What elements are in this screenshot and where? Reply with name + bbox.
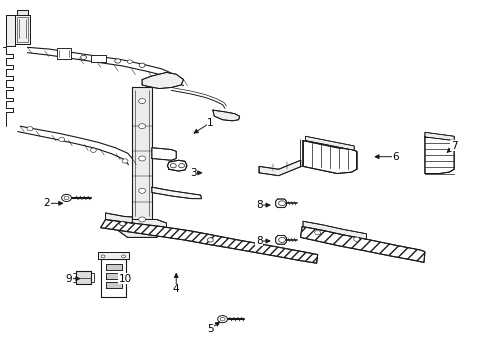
Polygon shape	[132, 87, 152, 230]
Circle shape	[353, 237, 359, 241]
Polygon shape	[259, 160, 300, 176]
Polygon shape	[118, 220, 166, 237]
Circle shape	[278, 201, 285, 206]
Circle shape	[81, 55, 86, 59]
Polygon shape	[152, 187, 201, 199]
Text: 8: 8	[255, 200, 262, 210]
Text: 1: 1	[206, 118, 213, 128]
Polygon shape	[76, 271, 91, 284]
Circle shape	[139, 63, 145, 67]
Text: 2: 2	[43, 198, 50, 208]
Polygon shape	[275, 235, 286, 244]
Circle shape	[122, 159, 128, 163]
Text: 8: 8	[255, 236, 262, 246]
Polygon shape	[17, 10, 28, 15]
Circle shape	[122, 255, 125, 258]
Circle shape	[64, 196, 69, 200]
Polygon shape	[101, 220, 317, 263]
Polygon shape	[152, 148, 176, 160]
Circle shape	[207, 238, 213, 242]
Polygon shape	[5, 15, 15, 45]
Circle shape	[115, 59, 121, 63]
Polygon shape	[91, 55, 105, 62]
Polygon shape	[212, 110, 239, 121]
Polygon shape	[275, 199, 286, 208]
Polygon shape	[300, 226, 424, 262]
Text: 5: 5	[206, 324, 213, 334]
Polygon shape	[303, 140, 356, 174]
Circle shape	[139, 217, 145, 222]
Polygon shape	[142, 72, 183, 89]
Text: 6: 6	[391, 152, 398, 162]
Polygon shape	[105, 282, 122, 288]
Circle shape	[139, 99, 145, 104]
Polygon shape	[424, 137, 453, 174]
Polygon shape	[98, 252, 129, 259]
Circle shape	[127, 60, 132, 63]
Polygon shape	[101, 259, 126, 297]
Circle shape	[61, 194, 71, 202]
Circle shape	[120, 222, 125, 226]
Polygon shape	[15, 15, 30, 44]
Circle shape	[101, 255, 105, 258]
Circle shape	[27, 127, 33, 131]
Text: 3: 3	[190, 168, 196, 178]
Circle shape	[59, 137, 64, 141]
Circle shape	[170, 163, 176, 168]
Circle shape	[139, 156, 145, 161]
Text: 7: 7	[450, 141, 457, 151]
Circle shape	[139, 188, 145, 193]
Circle shape	[314, 230, 320, 235]
Polygon shape	[305, 136, 353, 150]
Polygon shape	[303, 221, 366, 239]
Text: 9: 9	[65, 274, 72, 284]
Circle shape	[278, 237, 285, 242]
Polygon shape	[105, 273, 122, 279]
Text: 4: 4	[173, 284, 179, 294]
Polygon shape	[424, 132, 453, 140]
Polygon shape	[105, 213, 132, 223]
Circle shape	[90, 148, 96, 152]
Polygon shape	[167, 160, 186, 171]
Circle shape	[139, 124, 145, 129]
Polygon shape	[57, 48, 71, 59]
Text: 10: 10	[118, 274, 131, 284]
Circle shape	[220, 318, 224, 321]
Polygon shape	[105, 264, 122, 270]
Circle shape	[178, 163, 184, 168]
Circle shape	[217, 316, 227, 323]
